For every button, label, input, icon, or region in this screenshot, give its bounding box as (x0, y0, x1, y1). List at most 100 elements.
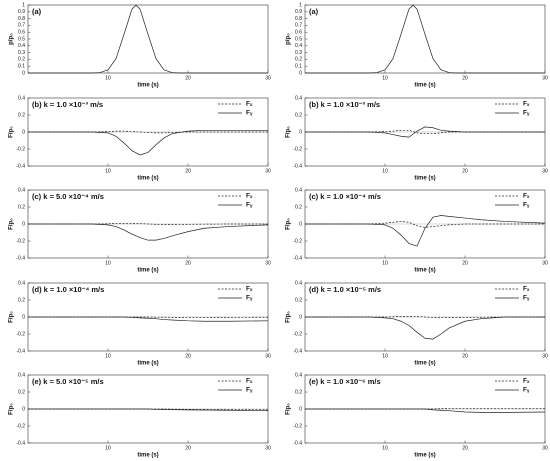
y-axis-label: F/p₀ (286, 403, 292, 415)
y-tick-label: -0.2 (293, 146, 302, 152)
y-tick-label: 0.2 (18, 112, 25, 118)
x-tick-label: 10 (382, 353, 388, 359)
y-tick-label: 0.7 (18, 23, 25, 29)
y-axis-label: F/p₀ (286, 126, 292, 138)
y-tick-label: 0.8 (295, 16, 302, 22)
legend-label: Fᵧ (246, 387, 253, 394)
legend-label: Fᵧ (523, 295, 530, 302)
panel-title: (a) (32, 7, 42, 16)
y-axis-label: p/p₀ (286, 33, 292, 45)
data-line (305, 4, 545, 74)
legend-label: Fₓ (523, 193, 530, 200)
x-tick-label: 20 (462, 445, 468, 451)
legend-label: Fₓ (246, 101, 253, 108)
series-line (28, 223, 269, 241)
y-tick-label: 0.4 (18, 280, 25, 286)
y-tick-label: 0.6 (18, 30, 25, 36)
series-line (305, 408, 546, 413)
y-tick-label: 0.2 (18, 389, 25, 395)
x-tick-label: 30 (542, 445, 548, 451)
series-line (28, 316, 269, 322)
x-tick-label: 30 (542, 353, 548, 359)
x-axis-label: time (s) (414, 453, 435, 459)
panel-title: (b) k = 1.0 ×10⁻³ m/s (309, 100, 380, 109)
y-tick-label: 0.5 (18, 36, 25, 42)
y-tick-label: 0 (22, 129, 25, 135)
y-tick-label: -0.4 (16, 163, 25, 169)
y-tick-label: -0.4 (16, 255, 25, 261)
legend-label: Fᵧ (246, 110, 253, 117)
x-tick-label: 10 (382, 260, 388, 266)
legend-label: Fₓ (523, 286, 530, 293)
y-tick-label: 0.2 (295, 57, 302, 63)
x-axis-label: time (s) (137, 83, 158, 89)
y-tick-label: 0 (299, 221, 302, 227)
y-tick-label: 0.2 (295, 112, 302, 118)
x-tick-label: 10 (105, 75, 111, 81)
y-tick-label: 0.8 (18, 16, 25, 22)
y-tick-label: 0.4 (295, 280, 302, 286)
panel-title: (d) k = 1.0 ×10⁻⁴ m/s (32, 285, 104, 294)
x-tick-label: 20 (185, 353, 191, 359)
y-tick-label: -0.2 (293, 238, 302, 244)
y-tick-label: 1 (299, 2, 302, 8)
x-axis-label: time (s) (137, 176, 158, 182)
y-tick-label: 0.2 (18, 204, 25, 210)
x-tick-label: 20 (185, 75, 191, 81)
y-axis-label: F/p₀ (286, 311, 292, 323)
y-tick-label: 0 (22, 221, 25, 227)
series-line (305, 315, 545, 319)
y-tick-label: 0 (22, 314, 25, 320)
series-line (305, 221, 545, 228)
y-tick-label: -0.2 (16, 238, 25, 244)
y-tick-label: 0 (299, 70, 302, 76)
y-tick-label: 0.2 (295, 204, 302, 210)
y-tick-label: 0.6 (295, 30, 302, 36)
y-tick-label: 0.1 (295, 64, 302, 70)
legend-label: Fᵧ (523, 110, 530, 117)
y-tick-label: -0.2 (16, 331, 25, 337)
legend-label: Fₓ (246, 286, 253, 293)
y-tick-label: -0.4 (293, 440, 302, 446)
x-tick-label: 10 (382, 75, 388, 81)
y-tick-label: 0.4 (18, 372, 25, 378)
y-tick-label: 0.5 (295, 36, 302, 42)
panel-title: (e) k = 1.0 ×10⁻⁶ m/s (309, 377, 381, 386)
y-tick-label: 0 (22, 70, 25, 76)
y-tick-label: -0.4 (16, 440, 25, 446)
y-tick-label: -0.4 (293, 255, 302, 261)
x-tick-label: 20 (462, 353, 468, 359)
x-axis-label: time (s) (414, 361, 435, 367)
y-tick-label: 0.9 (18, 9, 25, 15)
x-tick-label: 30 (265, 353, 271, 359)
y-axis-label: F/p₀ (9, 218, 15, 230)
y-tick-label: 1 (22, 2, 25, 8)
series-line (28, 222, 268, 225)
x-tick-label: 30 (265, 75, 271, 81)
y-tick-label: -0.4 (293, 348, 302, 354)
x-tick-label: 30 (265, 168, 271, 174)
plot-frame (304, 4, 546, 74)
y-tick-label: 0.2 (295, 389, 302, 395)
x-tick-label: 30 (542, 260, 548, 266)
x-tick-label: 20 (185, 168, 191, 174)
series-line (305, 126, 545, 138)
y-tick-label: 0.4 (295, 372, 302, 378)
y-tick-label: 0 (299, 406, 302, 412)
series-line (305, 316, 545, 340)
x-tick-label: 10 (105, 353, 111, 359)
series-line (28, 408, 269, 412)
y-tick-label: 0 (22, 406, 25, 412)
series-line (28, 129, 268, 156)
x-tick-label: 30 (542, 168, 548, 174)
y-tick-label: 0.4 (18, 43, 25, 49)
legend-label: Fᵧ (523, 202, 530, 209)
y-tick-label: 0.4 (295, 43, 302, 49)
panel-title: (b) k = 1.0 ×10⁻³ m/s (32, 100, 103, 109)
legend-label: Fᵧ (246, 202, 253, 209)
y-tick-label: 0.2 (295, 297, 302, 303)
x-tick-label: 20 (462, 260, 468, 266)
y-tick-label: 0 (299, 129, 302, 135)
x-axis-label: time (s) (137, 268, 158, 274)
